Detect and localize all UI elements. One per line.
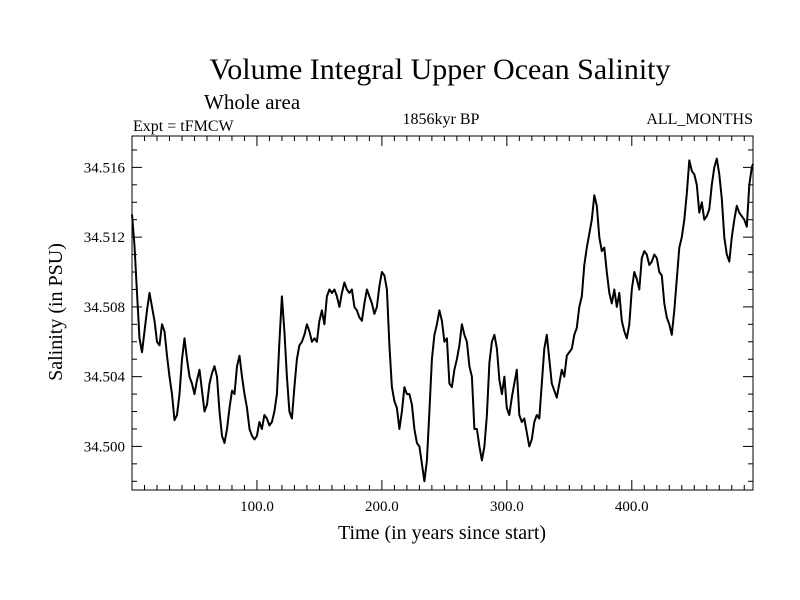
period-label: 1856kyr BP — [403, 111, 480, 128]
y-axis-label: Salinity (in PSU) — [45, 243, 67, 381]
y-tick-label: 34.512 — [84, 230, 125, 246]
x-tick-label: 200.0 — [365, 499, 399, 515]
chart-title: Volume Integral Upper Ocean Salinity — [210, 53, 671, 86]
x-axis-label: Time (in years since start) — [338, 522, 546, 544]
chart-subtitle: Whole area — [204, 90, 301, 114]
x-tick-label: 300.0 — [490, 499, 524, 515]
y-tick-label: 34.500 — [84, 439, 125, 455]
y-tick-labels: 34.500 34.504 34.508 34.512 34.516 — [84, 160, 126, 455]
plot-frame — [131, 135, 754, 491]
months-label: ALL_MONTHS — [646, 111, 753, 128]
y-tick-label: 34.504 — [84, 370, 126, 386]
y-tick-label: 34.516 — [84, 160, 126, 176]
experiment-label: Expt = tFMCW — [133, 118, 234, 135]
y-tick-label: 34.508 — [84, 300, 125, 316]
x-tick-labels: 100.0 200.0 300.0 400.0 — [240, 499, 649, 515]
x-tick-label: 100.0 — [240, 499, 274, 515]
salinity-series-line — [131, 157, 754, 483]
x-tick-label: 400.0 — [615, 499, 649, 515]
